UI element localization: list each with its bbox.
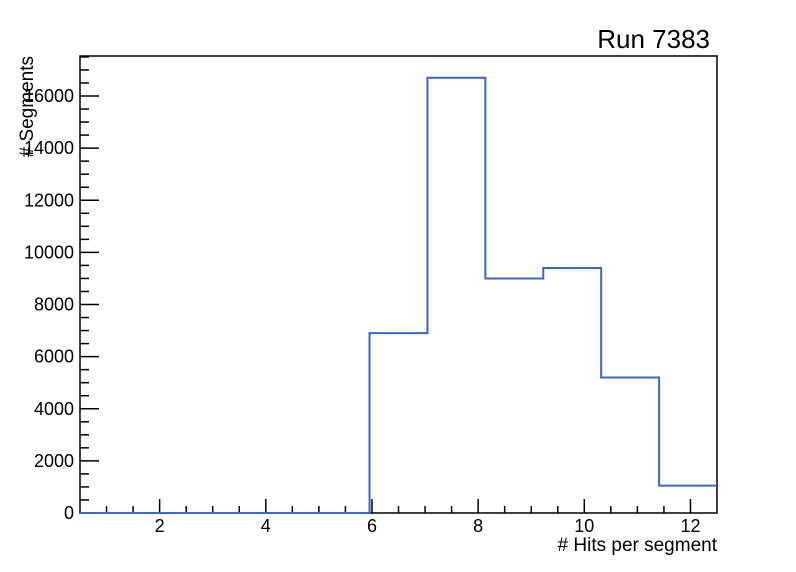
x-tick-label: 8 bbox=[473, 516, 483, 536]
y-tick-label: 12000 bbox=[24, 190, 74, 210]
y-tick-label: 2000 bbox=[34, 451, 74, 471]
histogram-line bbox=[80, 76, 717, 514]
x-tick-label: 2 bbox=[155, 516, 165, 536]
y-tick-label: 6000 bbox=[34, 347, 74, 367]
y-tick-label: 0 bbox=[64, 503, 74, 523]
plot-frame bbox=[79, 55, 718, 514]
x-tick-label: 10 bbox=[574, 516, 594, 536]
chart-title: Run 7383 bbox=[597, 24, 710, 54]
y-axis-title: # Segments bbox=[17, 56, 38, 157]
y-tick-label: 10000 bbox=[24, 242, 74, 262]
y-tick-label: 16000 bbox=[24, 86, 74, 106]
x-axis-title: # Hits per segment bbox=[558, 535, 718, 556]
y-tick-label: 4000 bbox=[34, 399, 74, 419]
y-tick-label: 8000 bbox=[34, 295, 74, 315]
plot-layers: 2 4 6 8 10 12 0 2000 4000 6000 8000 10000 12000 14000… bbox=[24, 55, 718, 536]
x-tick-label: 6 bbox=[367, 516, 377, 536]
x-tick-label: 4 bbox=[261, 516, 271, 536]
x-tick-label: 12 bbox=[680, 516, 700, 536]
y-tick-label: 14000 bbox=[24, 138, 74, 158]
